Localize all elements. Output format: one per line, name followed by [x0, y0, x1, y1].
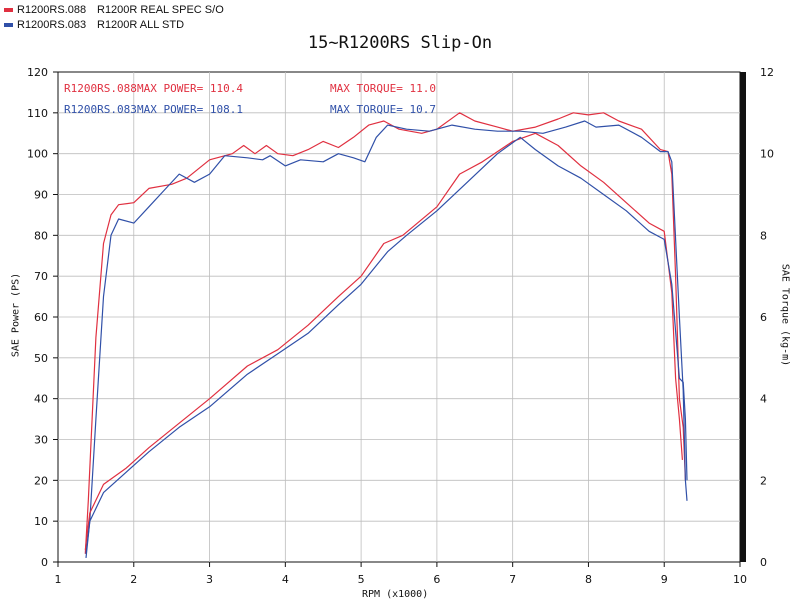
y-tick-label-right: 10: [760, 148, 774, 161]
y-tick-label-left: 50: [34, 352, 48, 365]
legend-code: R1200RS.088: [17, 4, 87, 16]
y-tick-label-left: 0: [41, 556, 48, 569]
x-tick-label: 7: [509, 573, 516, 586]
legend-item-red: R1200RS.088 R1200R REAL SPEC S/O: [4, 4, 224, 16]
x-tick-label: 6: [433, 573, 440, 586]
y-tick-label-right: 4: [760, 393, 767, 406]
y-tick-label-left: 120: [27, 66, 48, 79]
y-tick-label-left: 80: [34, 229, 48, 242]
y-tick-label-left: 10: [34, 515, 48, 528]
x-tick-label: 4: [282, 573, 289, 586]
annotation-blue-name: R1200RS.083: [64, 103, 137, 116]
x-tick-label: 10: [733, 573, 747, 586]
chart-title: 15~R1200RS Slip-On: [307, 33, 493, 53]
y-tick-label-right: 8: [760, 229, 767, 242]
y-tick-label-left: 30: [34, 434, 48, 447]
x-tick-label: 9: [661, 573, 668, 586]
y-tick-label-right: 6: [760, 311, 767, 324]
legend-swatch-red: [4, 8, 13, 13]
annotation-red-name: R1200RS.088: [64, 82, 137, 95]
y-tick-label-left: 70: [34, 270, 48, 283]
x-tick-label: 2: [130, 573, 137, 586]
annotation-red-power: MAX POWER= 110.4: [137, 82, 243, 95]
right-axis-bar: [740, 72, 746, 562]
x-tick-label: 8: [585, 573, 592, 586]
annotation-red-torque: MAX TORQUE= 11.0: [330, 82, 436, 95]
series-power-red-line: [84, 112, 686, 554]
series-torque-red-line: [84, 132, 683, 550]
y-tick-label-right: 0: [760, 556, 767, 569]
y-tick-label-right: 12: [760, 66, 774, 79]
legend-code: R1200RS.083: [17, 19, 87, 31]
y-tick-label-left: 20: [34, 474, 48, 487]
x-tick-label: 1: [55, 573, 62, 586]
y-tick-label-right: 2: [760, 474, 767, 487]
legend-desc: R1200R ALL STD: [97, 19, 185, 31]
y-tick-label-left: 110: [27, 107, 48, 120]
x-tick-label: 3: [206, 573, 213, 586]
y-axis-label-right: SAE Torque (kg-m): [779, 263, 791, 367]
y-tick-label-left: 90: [34, 189, 48, 202]
y-tick-label-left: 40: [34, 393, 48, 406]
x-tick-label: 5: [358, 573, 365, 586]
y-tick-label-left: 60: [34, 311, 48, 324]
y-axis-label-left: SAE Power (PS): [10, 272, 22, 358]
annotation-blue-power: MAX POWER= 108.1: [137, 103, 243, 116]
legend-desc: R1200R REAL SPEC S/O: [97, 4, 224, 16]
legend-swatch-blue: [4, 23, 13, 28]
x-axis-label: RPM (x1000): [362, 589, 429, 600]
series-power-blue-line: [85, 120, 688, 558]
legend-item-blue: R1200RS.083 R1200R ALL STD: [4, 19, 184, 31]
y-tick-label-left: 100: [27, 148, 48, 161]
annotation-blue-torque: MAX TORQUE= 10.7: [330, 103, 436, 116]
series-torque-blue-line: [85, 136, 688, 554]
